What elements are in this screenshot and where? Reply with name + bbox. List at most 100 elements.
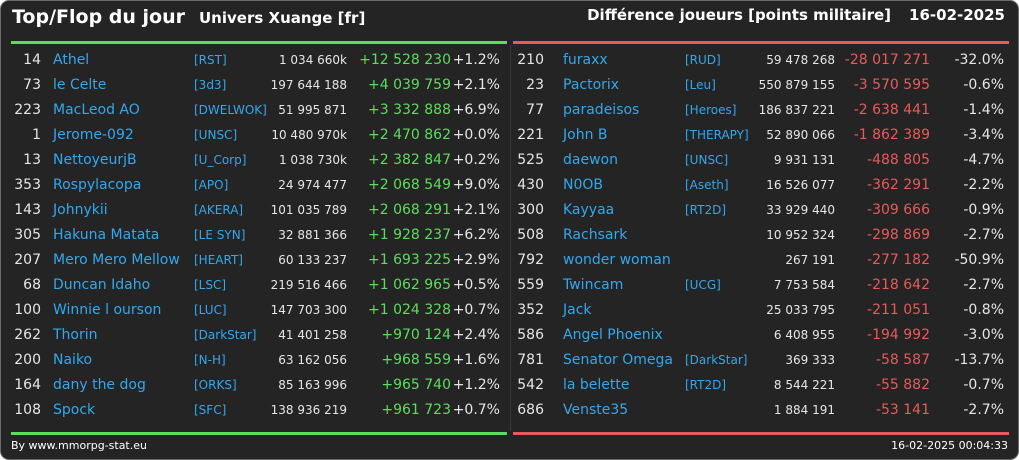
player-rank: 300 [517, 202, 544, 218]
alliance-link[interactable]: [LE SYN] [194, 228, 246, 242]
player-name-link[interactable]: Venste35 [563, 402, 629, 418]
player-points: 41 401 258 [278, 328, 347, 342]
player-name-link[interactable]: paradeisos [563, 102, 640, 118]
percent-change: +0.5% [452, 277, 500, 293]
player-name-link[interactable]: Jack [563, 302, 592, 318]
player-name-link[interactable]: Twincam [563, 277, 624, 293]
player-name-link[interactable]: MacLeod AO [53, 102, 140, 118]
alliance-link[interactable]: [UNSC] [685, 153, 729, 167]
player-points: 550 879 155 [758, 78, 835, 92]
player-points: 59 478 268 [766, 53, 835, 67]
percent-change: +2.1% [452, 77, 500, 93]
alliance-link[interactable]: [UCG] [685, 278, 721, 292]
player-name-link[interactable]: N0OB [563, 177, 604, 193]
table-row: 207 Mero Mero Mellow [HEART] 60 133 237 +1 6… [11, 248, 507, 273]
player-points: 16 526 077 [766, 178, 835, 192]
header-date: 16-02-2025 [909, 6, 1005, 24]
player-name-link[interactable]: Jerome-092 [53, 127, 134, 143]
percent-change: -2.2% [963, 177, 1004, 193]
alliance-link[interactable]: [ORKS] [194, 378, 237, 392]
percent-change: +2.9% [452, 252, 500, 268]
points-difference: +1 693 225 [368, 252, 451, 268]
points-difference: +2 068 549 [368, 177, 451, 193]
player-points: 25 033 795 [766, 303, 835, 317]
player-name-link[interactable]: Angel Phoenix [563, 327, 663, 343]
alliance-link[interactable]: [3d3] [194, 78, 227, 92]
alliance-link[interactable]: [RT2D] [685, 203, 727, 217]
alliance-link[interactable]: [Aseth] [685, 178, 729, 192]
player-rank: 686 [517, 402, 544, 418]
alliance-link[interactable]: [Heroes] [685, 103, 737, 117]
alliance-link[interactable]: [APO] [194, 178, 229, 192]
alliance-link[interactable]: [LSC] [194, 278, 227, 292]
player-rank: 164 [14, 377, 41, 393]
player-rank: 792 [517, 252, 544, 268]
alliance-link[interactable]: [UNSC] [194, 128, 238, 142]
player-name-link[interactable]: wonder woman [563, 252, 671, 268]
points-difference: -211 051 [867, 302, 930, 318]
player-name-link[interactable]: Naiko [53, 352, 93, 368]
player-name-link[interactable]: la belette [563, 377, 630, 393]
player-name-link[interactable]: Duncan Idaho [53, 277, 151, 293]
player-rank: 525 [517, 152, 544, 168]
player-name-link[interactable]: John B [563, 127, 608, 143]
player-name-link[interactable]: NettoyeurjB [53, 152, 137, 168]
player-points: 10 480 970k [271, 128, 347, 142]
alliance-link[interactable]: [RST] [194, 53, 227, 67]
percent-change: -2.7% [963, 402, 1004, 418]
player-name-link[interactable]: Pactorix [563, 77, 620, 93]
player-points: 9 931 131 [773, 153, 835, 167]
alliance-link[interactable]: [AKERA] [194, 203, 244, 217]
player-name-link[interactable]: furaxx [563, 52, 608, 68]
table-row: 14 Athel [RST] 1 034 660k +12 528 230 +1.2% [11, 48, 507, 73]
alliance-link[interactable]: [LUC] [194, 303, 227, 317]
player-points: 33 929 440 [766, 203, 835, 217]
points-difference: +1 024 328 [368, 302, 451, 318]
player-name-link[interactable]: dany the dog [53, 377, 146, 393]
player-name-link[interactable]: Athel [53, 52, 90, 68]
player-name-link[interactable]: Johnykii [53, 202, 108, 218]
player-rank: 305 [14, 227, 41, 243]
alliance-link[interactable]: [SFC] [194, 403, 227, 417]
player-name-link[interactable]: Kayyaa [563, 202, 615, 218]
table-row: 300 Kayyaa [RT2D] 33 929 440 -309 666 -0.9% [513, 198, 1009, 223]
alliance-link[interactable]: [Leu] [685, 78, 716, 92]
player-name-link[interactable]: Thorin [53, 327, 98, 343]
points-difference: -28 017 271 [844, 52, 930, 68]
player-rank: 559 [517, 277, 544, 293]
alliance-link[interactable]: [THERAPY] [685, 128, 749, 142]
alliance-link[interactable]: [N-H] [194, 353, 226, 367]
alliance-link[interactable]: [DarkStar] [685, 353, 748, 367]
player-name-link[interactable]: daewon [563, 152, 618, 168]
alliance-link[interactable]: [RT2D] [685, 378, 727, 392]
player-name-link[interactable]: Rachsark [563, 227, 628, 243]
player-name-link[interactable]: Spock [53, 402, 96, 418]
player-rank: 73 [23, 77, 41, 93]
table-row: 100 Winnie l ourson [LUC] 147 703 300 +1 024… [11, 298, 507, 323]
points-difference: -298 869 [867, 227, 930, 243]
alliance-link[interactable]: [DWELWOK] [194, 103, 267, 117]
percent-change: +0.0% [452, 127, 500, 143]
player-rank: 1 [32, 127, 41, 143]
alliance-link[interactable]: [HEART] [194, 253, 243, 267]
player-rank: 586 [517, 327, 544, 343]
player-name-link[interactable]: Winnie l ourson [53, 302, 162, 318]
universe-label: Univers Xuange [fr] [199, 9, 366, 27]
table-row: 525 daewon [UNSC] 9 931 131 -488 805 -4.7% [513, 148, 1009, 173]
player-name-link[interactable]: Hakuna Matata [53, 227, 160, 243]
player-name-link[interactable]: Senator Omega [563, 352, 673, 368]
player-rank: 223 [14, 102, 41, 118]
player-points: 219 516 466 [270, 278, 347, 292]
player-name-link[interactable]: Mero Mero Mellow [53, 252, 180, 268]
player-name-link[interactable]: le Celte [53, 77, 107, 93]
player-points: 6 408 955 [773, 328, 835, 342]
player-rank: 781 [517, 352, 544, 368]
alliance-link[interactable]: [U_Corp] [194, 153, 247, 167]
player-points: 1 884 191 [773, 403, 835, 417]
player-name-link[interactable]: Rospylacopa [53, 177, 142, 193]
footer-credit[interactable]: By www.mmorpg-stat.eu [11, 439, 147, 452]
percent-change: +1.2% [452, 52, 500, 68]
percent-change: -3.4% [963, 127, 1004, 143]
alliance-link[interactable]: [RUD] [685, 53, 721, 67]
alliance-link[interactable]: [DarkStar] [194, 328, 257, 342]
